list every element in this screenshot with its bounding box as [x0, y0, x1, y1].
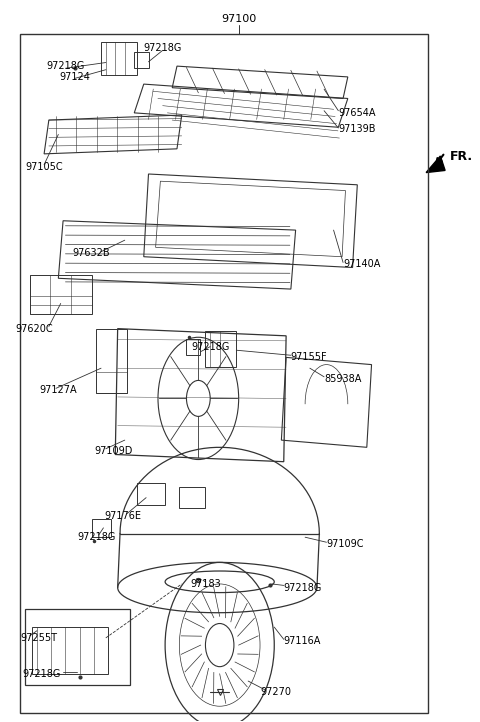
Text: 97109D: 97109D — [94, 446, 132, 456]
Text: 97124: 97124 — [60, 72, 90, 82]
Bar — [96, 329, 127, 393]
Text: 97255T: 97255T — [20, 633, 58, 643]
Text: 97109C: 97109C — [326, 539, 364, 549]
Text: 97218G: 97218G — [77, 532, 116, 542]
Bar — [137, 483, 165, 505]
Text: 97218G: 97218G — [284, 583, 322, 593]
Text: 97218G: 97218G — [23, 669, 61, 679]
Text: 97183: 97183 — [190, 579, 221, 589]
Text: 97632B: 97632B — [73, 248, 110, 258]
Text: 97140A: 97140A — [343, 259, 381, 269]
Text: 97270: 97270 — [260, 687, 291, 697]
Bar — [25, 609, 130, 684]
Bar — [30, 274, 92, 314]
Text: 97127A: 97127A — [39, 385, 77, 395]
Text: 97100: 97100 — [221, 14, 256, 25]
Text: 97155F: 97155F — [291, 352, 327, 362]
Text: 97218G: 97218G — [144, 43, 182, 53]
Bar — [180, 487, 205, 508]
Text: 97176E: 97176E — [104, 510, 141, 521]
Bar — [205, 331, 236, 367]
Text: 97654A: 97654A — [338, 108, 376, 118]
Text: FR.: FR. — [450, 149, 473, 162]
Text: 97620C: 97620C — [16, 323, 53, 334]
Bar — [186, 339, 200, 355]
Bar — [101, 43, 137, 75]
Text: 85938A: 85938A — [324, 374, 361, 384]
Bar — [32, 627, 108, 674]
Text: 97218G: 97218G — [191, 342, 229, 352]
Text: 97218G: 97218G — [46, 61, 84, 71]
Bar — [134, 52, 148, 68]
Text: 97139B: 97139B — [338, 124, 376, 134]
Text: 97105C: 97105C — [25, 162, 63, 172]
Bar — [92, 519, 110, 537]
Polygon shape — [426, 156, 445, 173]
Bar — [20, 34, 429, 713]
Text: 97116A: 97116A — [284, 637, 321, 646]
